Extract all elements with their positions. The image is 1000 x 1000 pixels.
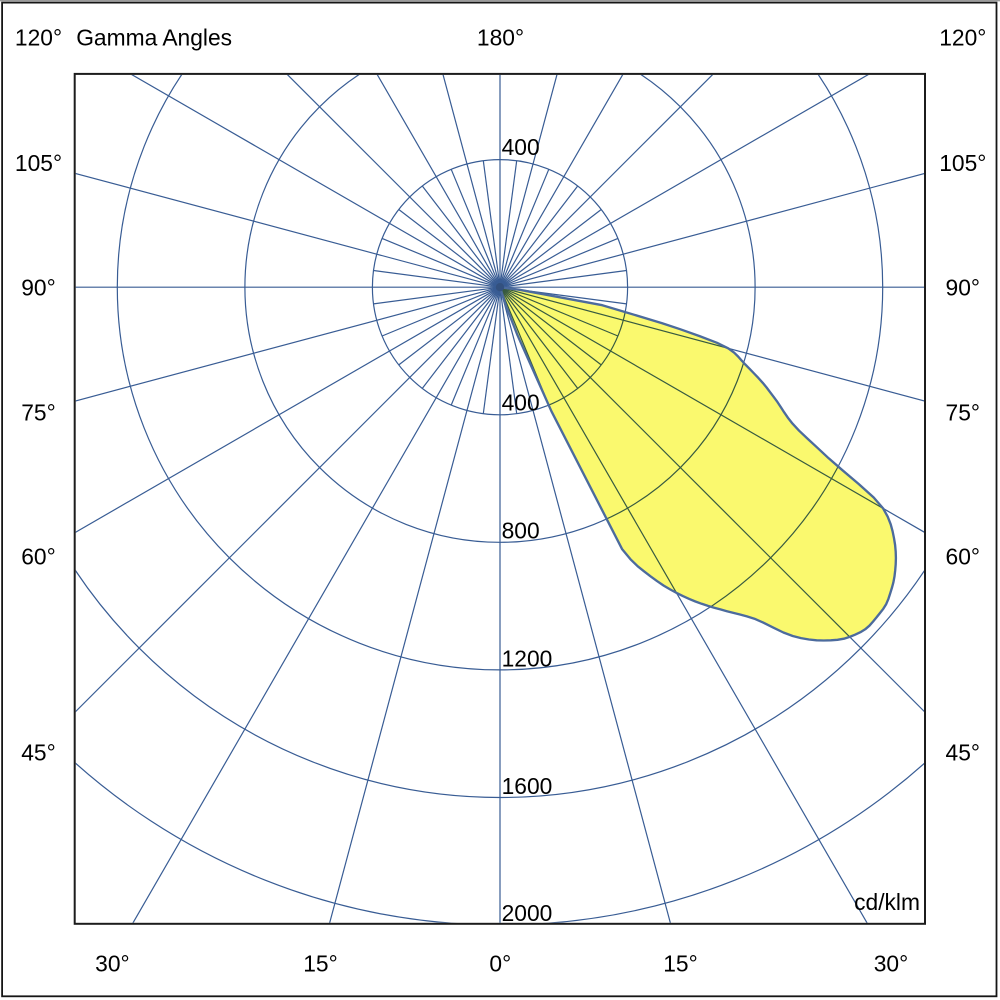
svg-text:400: 400 [502, 134, 540, 160]
svg-text:30°: 30° [95, 951, 129, 977]
svg-text:120°: 120° [939, 25, 986, 51]
svg-text:45°: 45° [21, 739, 55, 765]
svg-text:0°: 0° [489, 951, 511, 977]
svg-text:105°: 105° [939, 150, 986, 176]
svg-text:90°: 90° [21, 275, 55, 301]
svg-text:cd/klm: cd/klm [854, 889, 920, 915]
svg-text:75°: 75° [21, 399, 55, 425]
svg-text:1200: 1200 [502, 645, 553, 671]
svg-text:60°: 60° [946, 543, 980, 569]
svg-text:60°: 60° [21, 543, 55, 569]
svg-text:15°: 15° [663, 951, 697, 977]
svg-text:800: 800 [502, 518, 540, 544]
svg-text:Gamma Angles: Gamma Angles [76, 25, 232, 51]
svg-text:180°: 180° [477, 25, 524, 51]
svg-text:45°: 45° [946, 739, 980, 765]
svg-text:75°: 75° [946, 399, 980, 425]
svg-text:400: 400 [502, 390, 540, 416]
svg-text:30°: 30° [874, 951, 908, 977]
svg-text:15°: 15° [303, 951, 337, 977]
svg-text:1600: 1600 [502, 773, 553, 799]
svg-text:105°: 105° [15, 150, 62, 176]
svg-text:90°: 90° [946, 275, 980, 301]
svg-text:120°: 120° [15, 25, 62, 51]
svg-text:2000: 2000 [502, 900, 553, 926]
